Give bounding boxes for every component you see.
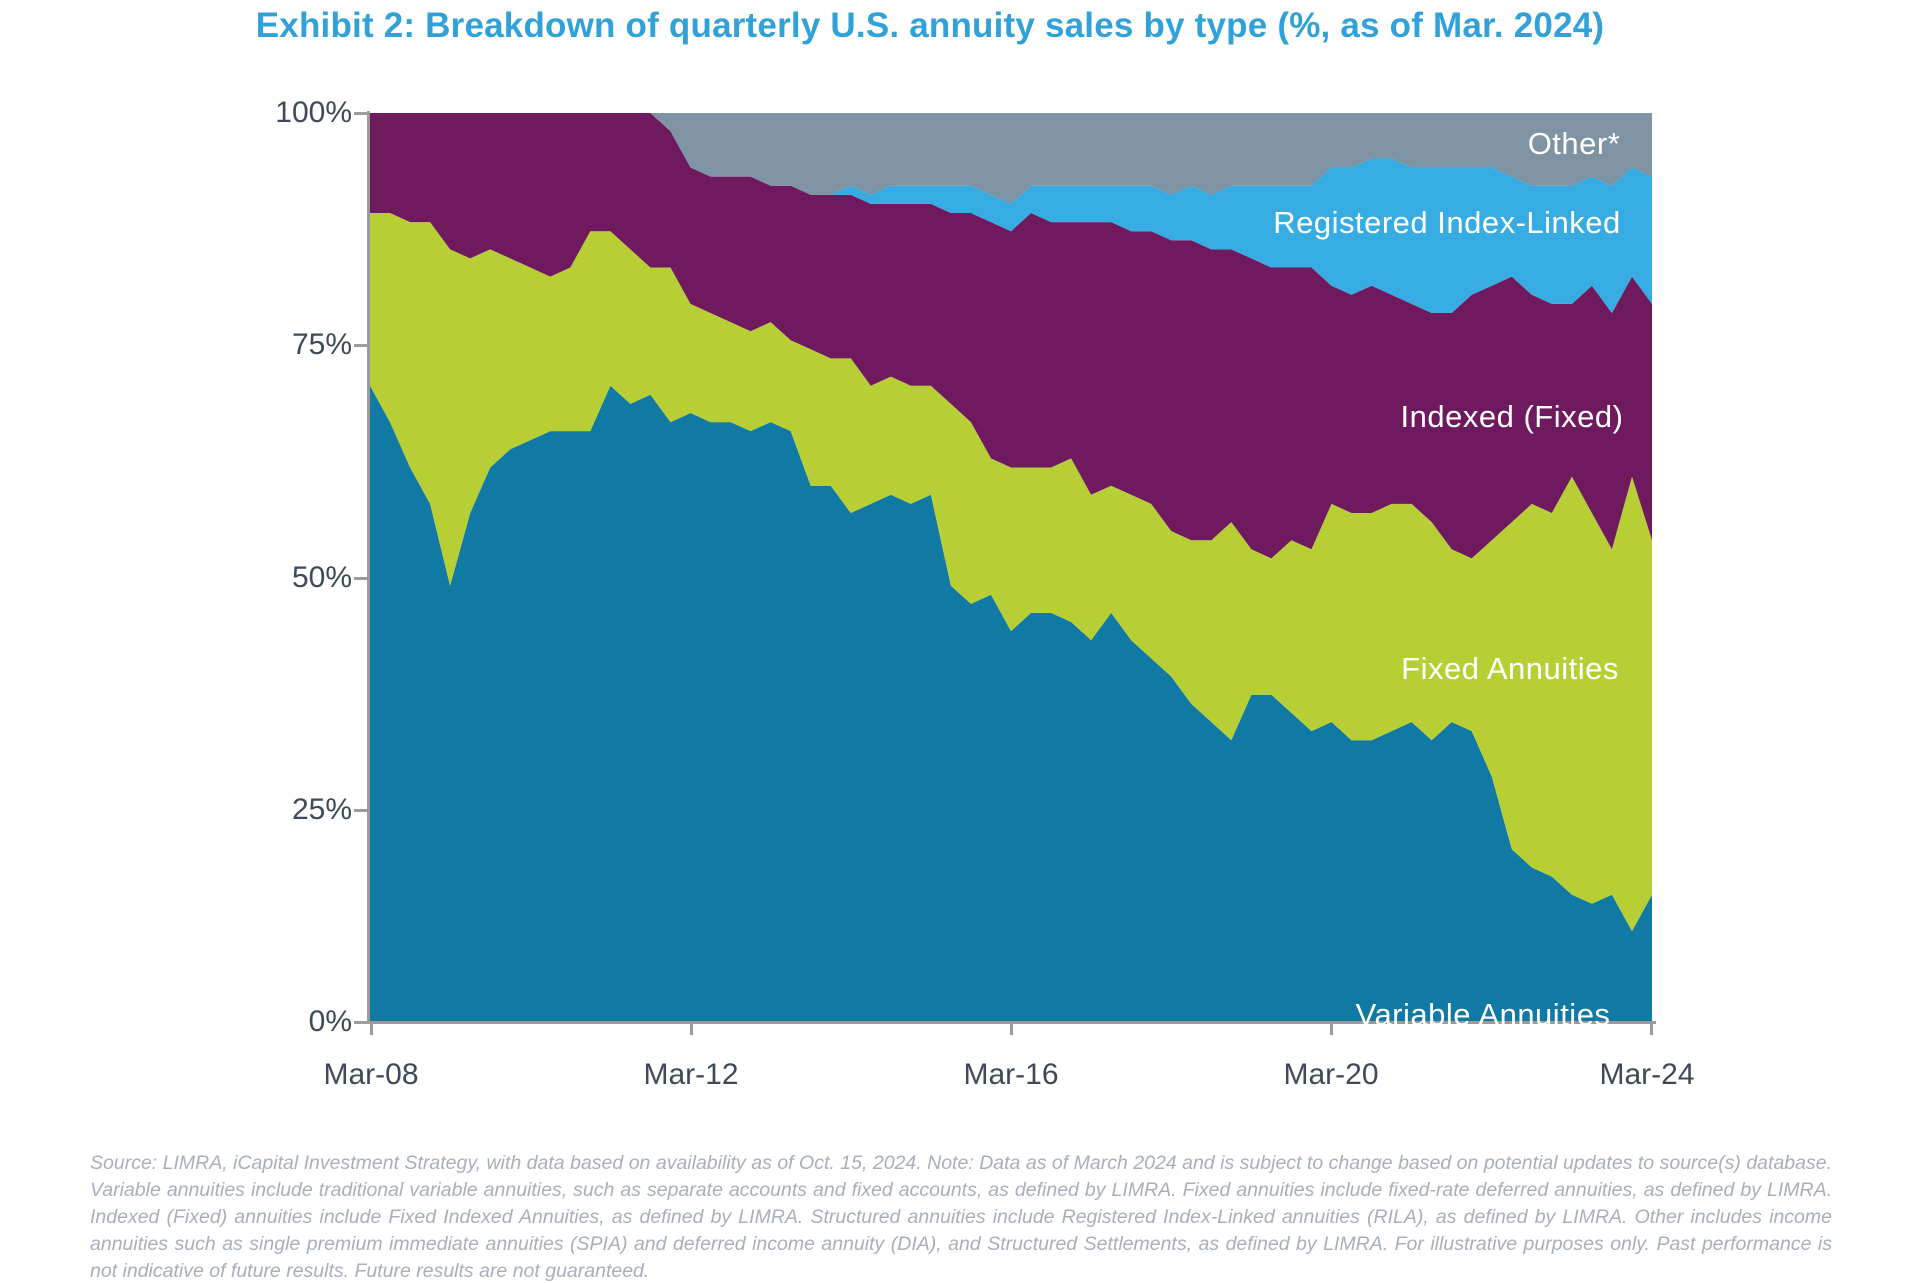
area-registered-index-linked bbox=[370, 113, 1652, 313]
area-other bbox=[370, 113, 1652, 204]
y-tick-100 bbox=[354, 112, 368, 115]
x-axis-line bbox=[360, 1021, 1656, 1024]
area-fixed-annuities bbox=[370, 213, 1652, 932]
y-tick-50 bbox=[354, 577, 368, 580]
series-label-fixed-annuities: Fixed Annuities bbox=[1401, 651, 1619, 686]
x-axis-label-mar-16: Mar-16 bbox=[963, 1058, 1059, 1091]
y-tick-75 bbox=[354, 344, 368, 347]
x-axis-label-mar-08: Mar-08 bbox=[323, 1058, 419, 1091]
source-footnote: Source: LIMRA, iCapital Investment Strat… bbox=[90, 1152, 1832, 1282]
y-axis-label-0: 0% bbox=[308, 1005, 352, 1038]
area-indexed-fixed bbox=[370, 113, 1652, 559]
x-tick-mar-12 bbox=[690, 1024, 693, 1035]
y-axis-label-100: 100% bbox=[275, 96, 352, 129]
series-label-other: Other* bbox=[1527, 126, 1621, 161]
series-label-indexed-fixed: Indexed (Fixed) bbox=[1400, 399, 1624, 434]
y-axis-label-50: 50% bbox=[291, 561, 352, 594]
chart-title: Exhibit 2: Breakdown of quarterly U.S. a… bbox=[255, 6, 1605, 45]
x-axis-label-mar-12: Mar-12 bbox=[643, 1058, 739, 1091]
x-tick-mar-24 bbox=[1650, 1024, 1653, 1035]
x-tick-mar-08 bbox=[370, 1024, 373, 1035]
x-axis-label-mar-24: Mar-24 bbox=[1599, 1058, 1695, 1091]
y-tick-0 bbox=[354, 1021, 368, 1024]
y-tick-25 bbox=[354, 809, 368, 812]
area-variable-annuities bbox=[370, 385, 1652, 1022]
y-axis-label-75: 75% bbox=[291, 328, 352, 361]
series-label-variable-annuities: Variable Annuities bbox=[1355, 997, 1611, 1032]
y-axis-label-25: 25% bbox=[291, 793, 352, 826]
series-label-registered-index-linked: Registered Index-Linked bbox=[1273, 205, 1621, 240]
y-axis-line bbox=[367, 111, 370, 1024]
stacked-area-plot bbox=[370, 113, 1652, 1022]
x-tick-mar-20 bbox=[1330, 1024, 1333, 1035]
x-tick-mar-16 bbox=[1010, 1024, 1013, 1035]
x-axis-label-mar-20: Mar-20 bbox=[1283, 1058, 1379, 1091]
